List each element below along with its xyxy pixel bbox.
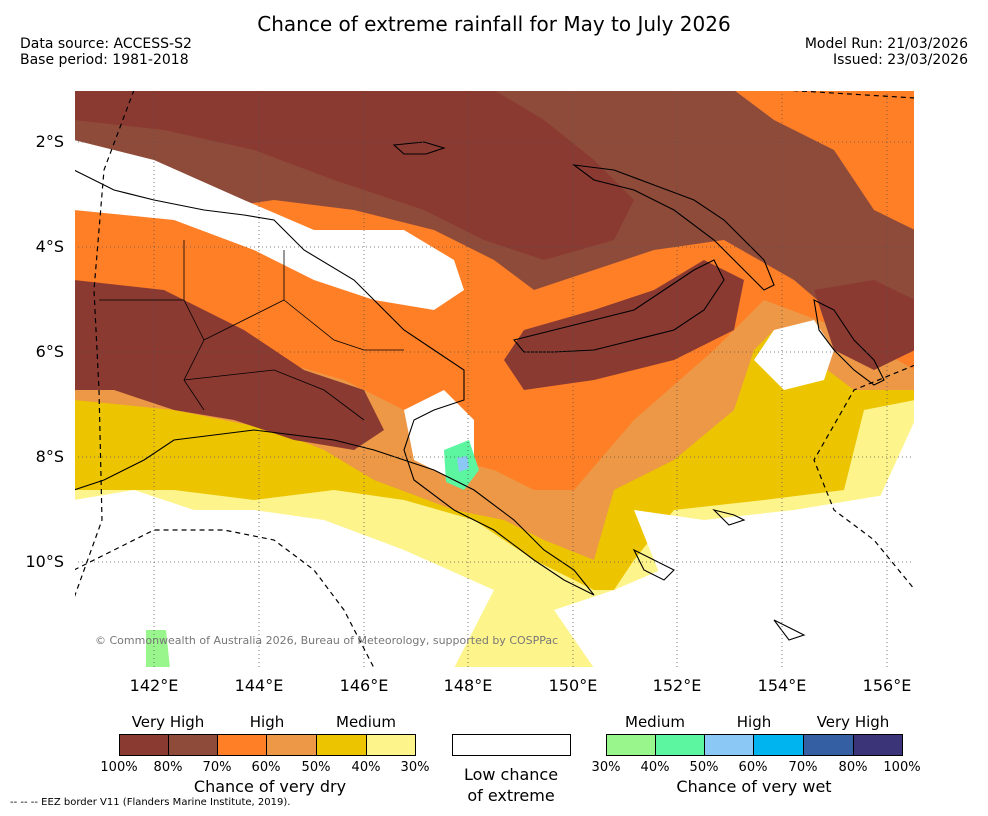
model-run: Model Run: 21/03/2026 (804, 36, 968, 52)
eez-south (74, 529, 375, 668)
coastline-new-ireland (572, 164, 775, 291)
lon-label-142e: 142°E (129, 676, 179, 695)
copyright-text: © Commonwealth of Australia 2026, Bureau… (95, 634, 559, 647)
lon-label-152e: 152°E (652, 676, 702, 695)
lat-label-6s: 6°S (35, 342, 64, 361)
eez-east (813, 364, 915, 591)
legend-swatch-dry-50-40 (316, 734, 367, 756)
legend-low-chance: Low chance of extreme (430, 764, 592, 806)
legend-wet-high: High (736, 713, 772, 731)
legend-swatch-wet-70-80 (803, 734, 854, 756)
legend-swatch-dry-60-50 (266, 734, 317, 756)
rainfall-map (74, 90, 915, 668)
zone-medium-wet-south (146, 630, 170, 668)
legend-dry-pct-100: 100% (100, 760, 138, 775)
legend-swatch-dry-40-30 (366, 734, 416, 756)
base-period: Base period: 1981-2018 (20, 52, 189, 68)
lon-label-146e: 146°E (339, 676, 389, 695)
lon-label-144e: 144°E (234, 676, 284, 695)
legend-wet-medium: Medium (625, 713, 685, 731)
coastlines (74, 141, 885, 641)
legend-wet-very-high: Very High (816, 713, 890, 731)
zone-very-high-dry-west (74, 280, 384, 450)
zone-low-chance-southeast (634, 490, 915, 668)
legend-dry-high: High (249, 713, 285, 731)
eez-northeast (783, 90, 915, 99)
legend-dry-pct-80: 80% (153, 760, 183, 775)
coastline-new-britain (513, 259, 725, 353)
issued-date: Issued: 23/03/2026 (833, 52, 968, 68)
legend-swatch-low-chance (452, 734, 571, 756)
lon-label-156e: 156°E (862, 676, 912, 695)
border-inland (99, 240, 404, 421)
lat-label-10s: 10°S (25, 552, 64, 571)
data-source: Data source: ACCESS-S2 (20, 36, 192, 52)
zone-high-wet (457, 456, 469, 472)
legend-dry-pct-40: 40% (351, 760, 381, 775)
meta-left: Data source: ACCESS-S2 Base period: 1981… (20, 36, 192, 68)
legend-wet-pct-70: 70% (788, 760, 818, 775)
lat-label-2s: 2°S (35, 132, 64, 151)
legend-wet-pct-50: 50% (689, 760, 719, 775)
legend-wet-pct-30: 30% (591, 760, 621, 775)
legend-dry-very-high: Very High (131, 713, 205, 731)
legend-low-line1: Low chance (463, 765, 559, 784)
lon-label-154e: 154°E (757, 676, 807, 695)
legend-swatch-wet-40-50 (655, 734, 705, 756)
legend-low-line2: of extreme (467, 786, 555, 805)
zone-low-chance-north (74, 140, 464, 310)
legend-dry-pct-50: 50% (301, 760, 331, 775)
zone-very-high-dry-east (504, 260, 744, 390)
legend-swatch-dry-100-80 (119, 734, 169, 756)
legend-dry-pct-30: 30% (400, 760, 430, 775)
legend-swatch-wet-50-60 (704, 734, 754, 756)
legend-dry-pct-60: 60% (251, 760, 281, 775)
map-frame (74, 90, 915, 668)
lat-label-8s: 8°S (35, 447, 64, 466)
graticule (74, 90, 915, 668)
legend-wet-pct-80: 80% (838, 760, 868, 775)
legend-dry-title: Chance of very dry (193, 777, 347, 796)
lon-label-148e: 148°E (443, 676, 493, 695)
meta-right: Model Run: 21/03/2026 Issued: 23/03/2026 (805, 36, 968, 68)
coastline-bougainville (813, 299, 885, 386)
lat-label-4s: 4°S (35, 237, 64, 256)
eez-footnote: -- -- -- EEZ border V11 (Flanders Marine… (10, 797, 291, 808)
legend-swatch-wet-60-70 (753, 734, 804, 756)
legend-dry-medium: Medium (336, 713, 396, 731)
legend-wet-pct-40: 40% (640, 760, 670, 775)
zone-very-high-dry (74, 90, 634, 260)
zone-low-chance-southwest (74, 500, 454, 668)
eez-west (74, 90, 135, 599)
legend-swatch-dry-70-60 (217, 734, 267, 756)
legend-swatch-dry-80-70 (168, 734, 218, 756)
legend-wet-title: Chance of very wet (676, 777, 832, 796)
legend-swatch-wet-80-100 (853, 734, 903, 756)
zone-low-chance-east (754, 320, 834, 390)
legend-dry-pct-70: 70% (202, 760, 232, 775)
eez-borders (74, 90, 915, 668)
legend-swatch-wet-30-40 (606, 734, 656, 756)
province-borders (99, 240, 404, 421)
coastline-manus (392, 141, 446, 155)
lon-label-150e: 150°E (548, 676, 598, 695)
coastline-new-guinea (74, 169, 595, 596)
coastline-islands-southeast (632, 508, 806, 641)
zone-very-high-dry-png-east (814, 280, 915, 370)
map-title: Chance of extreme rainfall for May to Ju… (257, 12, 731, 36)
legend-wet-pct-60: 60% (738, 760, 768, 775)
legend-wet-pct-100: 100% (883, 760, 921, 775)
